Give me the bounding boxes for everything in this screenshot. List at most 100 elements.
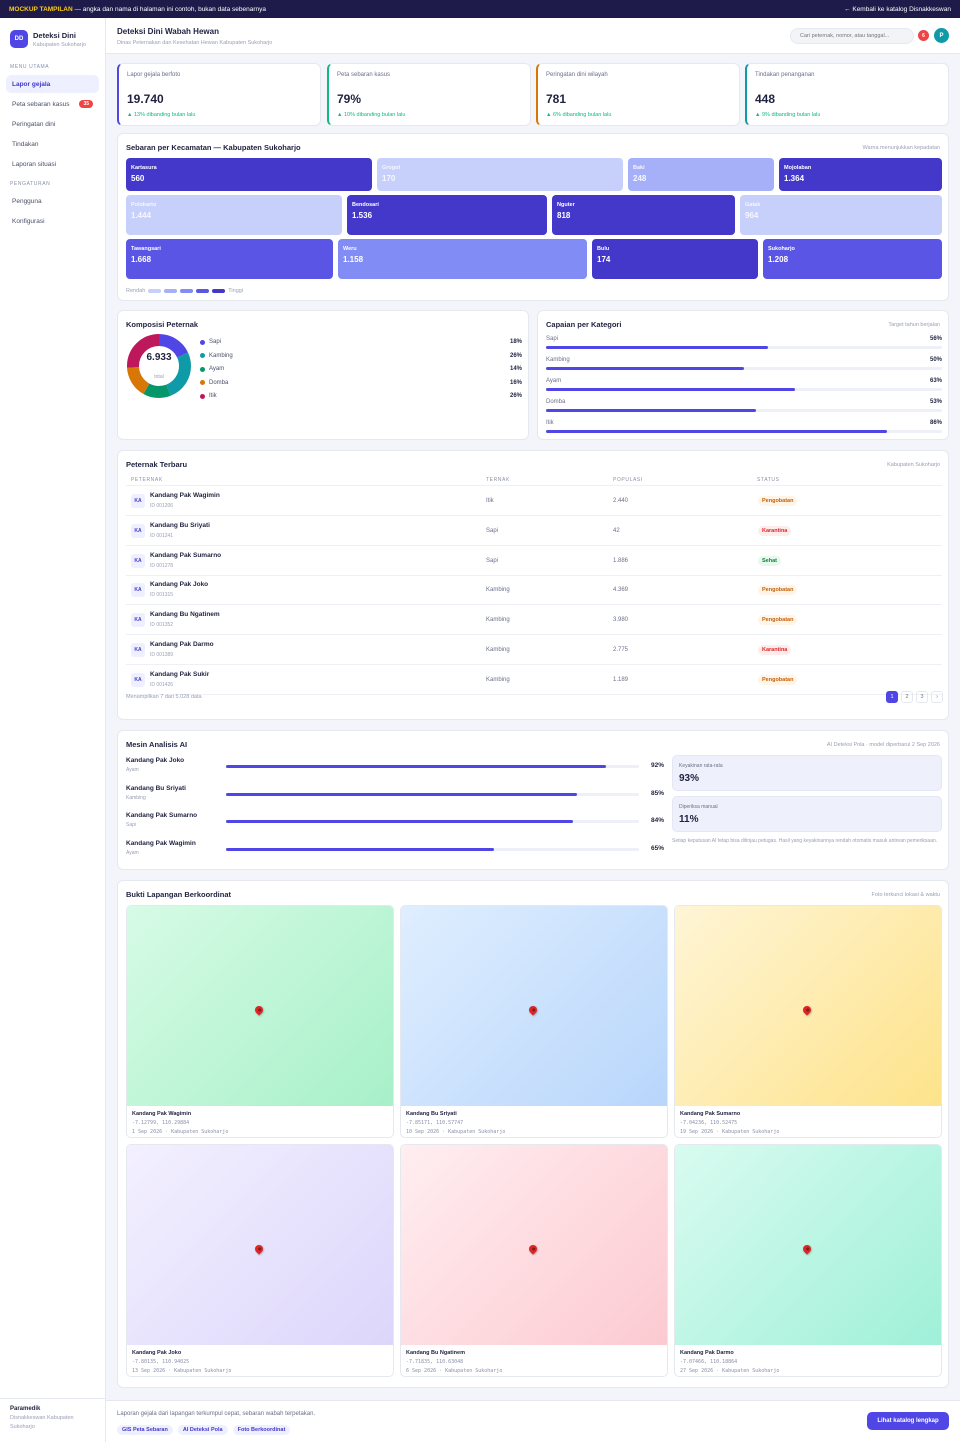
table-row[interactable]: KA Kandang Pak Sukir ID 001426 Kambing 1.189… [126, 665, 942, 695]
livestock-type: Sapi [486, 557, 499, 564]
ai-score-row: Kandang Pak Sumarno Sapi 84% [126, 812, 664, 834]
achievement-percent: 63% [929, 378, 942, 384]
district-tile[interactable]: Weru 1.158 [338, 239, 587, 279]
notification-badge[interactable]: 6 [918, 30, 929, 41]
score-percent: 65% [650, 844, 664, 852]
table-row[interactable]: KA Kandang Pak Wagimin ID 001206 Itik 2.440 P… [126, 486, 942, 516]
district-name: Polokarto [131, 202, 157, 208]
view-catalog-button[interactable]: Lihat katalog lengkap [867, 1412, 949, 1430]
status-badge: Karantina [758, 525, 792, 536]
evidence-photo-card[interactable]: Kandang Bu Sriyati -7.85171, 110.57747 10 … [400, 905, 668, 1138]
district-tile[interactable]: Polokarto 1.444 [126, 195, 342, 235]
sidebar-item-peringatan-dini[interactable]: Peringatan dini [6, 115, 99, 133]
district-tile[interactable]: Tawangsari 1.668 [126, 239, 333, 279]
ai-score-row: Kandang Pak Joko Ayam 92% [126, 757, 664, 779]
banner-text: — angka dan nama di halaman ini contoh, … [72, 5, 267, 13]
evidence-name: Kandang Pak Darmo [680, 1350, 734, 1356]
page-button[interactable]: 1 [886, 691, 898, 703]
farmer-name: Kandang Pak Joko [150, 581, 209, 589]
brand-logo: DD [10, 30, 28, 48]
status-badge: Pengobatan [758, 674, 798, 685]
ai-farm-name: Kandang Bu Sriyati [126, 784, 186, 792]
legend-label-group: Itik [200, 393, 217, 399]
brand-subtitle: Kabupaten Sukoharjo [33, 41, 86, 48]
brand: DD Deteksi Dini Kabupaten Sukoharjo [0, 18, 105, 58]
legend-percent: 26% [509, 352, 522, 359]
achievement-labels: Kambing 50% [546, 357, 942, 363]
district-value: 1.364 [784, 174, 805, 183]
farmer-id: ID 001278 [150, 562, 174, 569]
sidebar-item-peta-sebaran[interactable]: Peta sebaran kasus 35 [6, 95, 99, 113]
table-row[interactable]: KA Kandang Bu Sriyati ID 001241 Sapi 42 Karan… [126, 516, 942, 546]
sidebar-item-lapor-gejala[interactable]: Lapor gejala [6, 75, 99, 93]
next-page-button[interactable]: › [931, 691, 943, 703]
population: 3.980 [613, 617, 629, 624]
district-tile[interactable]: Kartasura 560 [126, 158, 372, 191]
population: 42 [613, 527, 620, 534]
spread-note: Warna menunjukkan kepadatan [862, 145, 940, 151]
sidebar-item-pengguna[interactable]: Pengguna [6, 192, 99, 210]
evidence-photo-card[interactable]: Kandang Bu Ngatinem -7.71835, 110.63048 6 … [400, 1144, 668, 1377]
stat-card: Tindakan penanganan 448 ▲ 9% dibanding b… [745, 63, 949, 126]
ai-farm-type: Sapi [126, 822, 137, 828]
district-value: 1.668 [131, 255, 152, 264]
sidebar-item-laporan-situasi[interactable]: Laporan situasi [6, 155, 99, 173]
back-to-catalog-link[interactable]: ← Kembali ke katalog Disnakkeswan [844, 5, 951, 13]
evidence-photo-card[interactable]: Kandang Pak Wagimin -7.12799, 110.29884 1 … [126, 905, 394, 1138]
district-name: Gatak [745, 202, 761, 208]
page-button[interactable]: 2 [901, 691, 913, 703]
ai-score-row: Kandang Pak Wagimin Ayam 65% [126, 840, 664, 862]
sidebar-item-tindakan[interactable]: Tindakan [6, 135, 99, 153]
legend-dot [200, 380, 205, 385]
district-tile[interactable]: Bulu 174 [592, 239, 758, 279]
ai-disclaimer: Setiap keputusan AI tetap bisa ditinjau … [672, 838, 938, 844]
page-subtitle: Dinas Peternakan dan Kesehatan Hewan Kab… [117, 40, 273, 46]
sidebar: DD Deteksi Dini Kabupaten Sukoharjo MENU… [0, 18, 106, 1442]
district-tile[interactable]: Mojolaban 1.364 [779, 158, 942, 191]
achievement-labels: Itik 86% [546, 420, 942, 426]
user-org: Disnakkeswan Kabupaten Sukoharjo [10, 1415, 74, 1430]
achievement-name: Kambing [546, 357, 570, 363]
search-input[interactable] [790, 28, 914, 44]
table-footer: Menampilkan 7 dari 5.028 data [126, 694, 202, 700]
district-name: Grogol [382, 165, 401, 171]
achievement-percent: 53% [929, 399, 942, 405]
sidebar-item-konfigurasi[interactable]: Konfigurasi [6, 212, 99, 230]
table-row[interactable]: KA Kandang Bu Ngatinem ID 001352 Kambing 3.9… [126, 605, 942, 636]
achievement-name: Sapi [546, 336, 559, 342]
achievement-percent: 50% [929, 357, 942, 363]
farmers-note: Kabupaten Sukoharjo [887, 462, 940, 468]
district-tile[interactable]: Nguter 818 [552, 195, 735, 235]
score-fill [226, 792, 578, 796]
district-tile[interactable]: Baki 248 [628, 158, 774, 191]
status-badge: Pengobatan [758, 615, 798, 626]
achievement-labels: Sapi 56% [546, 336, 942, 342]
district-value: 964 [745, 211, 759, 220]
evidence-photo-card[interactable]: Kandang Pak Sumarno -7.04236, 110.52475 19… [674, 905, 942, 1138]
avatar[interactable]: P [934, 28, 949, 43]
score-track [226, 765, 639, 768]
table-row[interactable]: KA Kandang Pak Joko ID 001315 Kambing 4.369 P… [126, 575, 942, 606]
ai-farm-type: Kambing [126, 794, 146, 801]
district-tile[interactable]: Gatak 964 [740, 195, 942, 235]
district-tile[interactable]: Sukoharjo 1.208 [763, 239, 942, 279]
district-tile[interactable]: Bendosari 1.536 [347, 195, 547, 235]
evidence-coordinates: -7.12799, 110.29884 [132, 1120, 190, 1126]
district-tile[interactable]: Grogol 170 [377, 158, 623, 191]
score-fill [226, 847, 495, 851]
livestock-type: Kambing [486, 647, 510, 653]
footer-message: Laporan gejala dari lapangan terkumpul c… [117, 1411, 316, 1417]
manual-check-label: Diperiksa manual [679, 804, 718, 810]
legend-item: Kambing 26% [200, 351, 522, 361]
column-header: POPULASI [613, 477, 643, 483]
legend-item: Sapi 18% [200, 337, 522, 347]
page-button[interactable]: 3 [916, 691, 928, 703]
table-row[interactable]: KA Kandang Pak Darmo ID 001389 Kambing 2.775… [126, 635, 942, 665]
district-name: Bulu [597, 246, 610, 252]
ai-title: Mesin Analisis AI [126, 740, 188, 749]
evidence-photo-card[interactable]: Kandang Pak Darmo -7.07466, 110.18864 27 S… [674, 1144, 942, 1377]
table-row[interactable]: KA Kandang Pak Sumarno ID 001278 Sapi 1.886 S… [126, 546, 942, 576]
evidence-photo-card[interactable]: Kandang Pak Joko -7.80135, 110.94025 13 Se… [126, 1144, 394, 1377]
page-footer: Laporan gejala dari lapangan terkumpul c… [106, 1400, 960, 1442]
column-header: STATUS [757, 477, 780, 483]
